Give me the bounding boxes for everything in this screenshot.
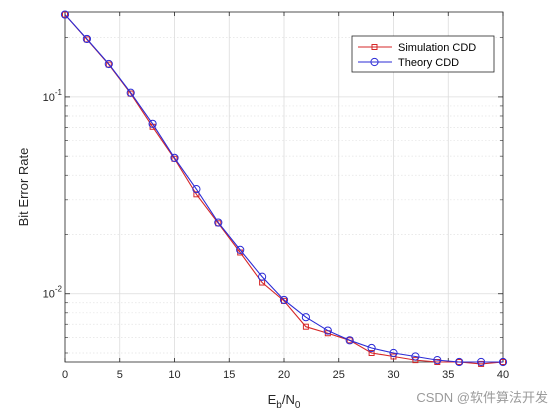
- series-line-theory: [64, 14, 503, 363]
- theory-point: [126, 88, 135, 97]
- theory-point: [498, 357, 508, 367]
- series-line-simulation: [64, 14, 504, 365]
- legend-theory-label: Theory CDD: [398, 57, 459, 69]
- theory-point: [148, 119, 157, 128]
- legend-box: [351, 35, 495, 73]
- theory-point: [301, 313, 310, 322]
- legend-simulation-marker: [371, 44, 378, 50]
- theory-point: [323, 326, 332, 335]
- theory-point: [192, 185, 201, 194]
- x-tick-label: 25: [333, 369, 345, 381]
- theory-point: [170, 153, 179, 162]
- simulation-point: [434, 359, 441, 365]
- x-tick-label: 15: [223, 369, 235, 381]
- theory-point: [433, 356, 442, 365]
- y-axis-ticks: 10-1 10-2: [43, 37, 503, 354]
- simulation-point: [302, 323, 309, 330]
- simulation-point: [412, 357, 419, 364]
- theory-point: [104, 59, 113, 69]
- y-tick-label: 10-1: [43, 88, 63, 104]
- theory-point: [258, 272, 267, 281]
- x-tick-label: 35: [442, 369, 454, 381]
- theory-point: [60, 10, 70, 19]
- theory-point: [477, 357, 486, 367]
- simulation-point: [193, 191, 200, 198]
- legend-simulation-label: Simulation CDD: [398, 42, 476, 54]
- x-tick-label: 0: [62, 369, 68, 381]
- simulation-point: [62, 11, 68, 18]
- y-tick-label: 10-2: [43, 285, 63, 301]
- watermark: CSDN @软件算法开发: [416, 390, 548, 405]
- x-axis-label: Eb/N0: [268, 392, 301, 411]
- minor-grid: [65, 37, 503, 354]
- simulation-point: [478, 360, 485, 367]
- x-tick-label: 40: [497, 369, 509, 381]
- series-layer: [60, 10, 508, 367]
- x-axis-ticks: 0 5 10 15 20 25 30 35 40: [62, 12, 509, 381]
- x-tick-label: 30: [387, 369, 399, 381]
- theory-point: [236, 245, 245, 255]
- theory-point: [455, 357, 464, 367]
- simulation-point: [390, 353, 397, 360]
- legend-theory-marker: [370, 57, 379, 67]
- theory-point: [214, 218, 223, 227]
- theory-point: [82, 34, 92, 44]
- theory-point: [367, 343, 376, 353]
- simulation-point: [346, 337, 353, 344]
- x-tick-label: 5: [117, 369, 123, 381]
- simulation-point: [105, 61, 112, 68]
- x-tick-label: 20: [278, 369, 290, 381]
- theory-point: [279, 295, 289, 305]
- theory-point: [411, 352, 420, 361]
- simulation-point: [368, 349, 375, 356]
- theory-point: [389, 348, 398, 358]
- x-tick-label: 10: [168, 369, 180, 381]
- y-axis-label: Bit Error Rate: [16, 148, 31, 227]
- legend: Simulation CDD Theory CDD: [351, 35, 495, 73]
- simulation-point: [83, 36, 90, 43]
- theory-point: [345, 336, 354, 345]
